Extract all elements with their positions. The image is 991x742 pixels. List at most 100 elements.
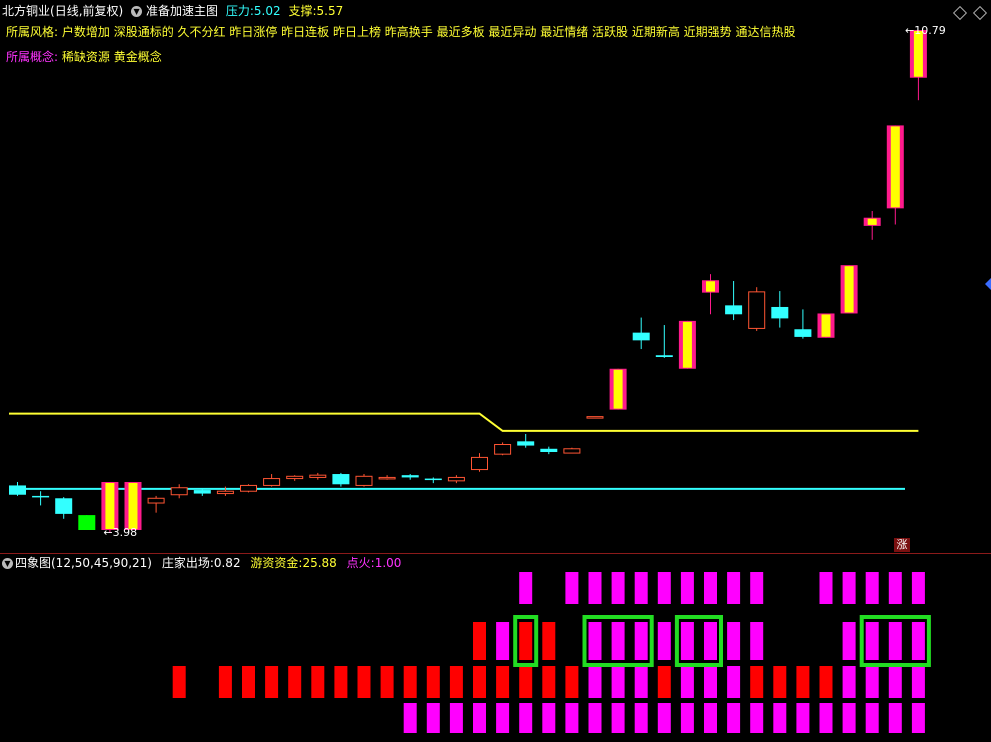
signal-bar <box>842 572 856 604</box>
candle <box>286 475 304 481</box>
signal-bar <box>473 703 486 733</box>
style-label: 所属风格: <box>6 25 59 39</box>
candle <box>678 320 696 369</box>
candle-body <box>471 456 488 471</box>
candle-body-core <box>105 482 115 529</box>
price-chart[interactable]: ←10.79 ←3.98 <box>0 0 991 553</box>
signal-bar <box>634 622 648 660</box>
pane-divider[interactable] <box>0 553 991 554</box>
indicator-name[interactable]: 准备加速主图 <box>146 4 219 18</box>
candle-body-core <box>706 281 715 292</box>
candle <box>748 287 766 331</box>
signal-bar <box>611 622 625 660</box>
support-label: 支撑: <box>288 4 317 18</box>
signal-bar <box>542 666 556 698</box>
signal-bar <box>704 666 717 698</box>
candle <box>517 433 535 448</box>
signal-bar <box>750 572 764 604</box>
signal-bar <box>842 622 856 660</box>
dropdown-icon[interactable]: ▼ <box>131 6 143 17</box>
dropdown-icon[interactable]: ▼ <box>2 558 13 569</box>
candle-body-core <box>913 31 923 77</box>
pressure-value: 5.02 <box>253 4 281 18</box>
signal-bar <box>750 703 764 733</box>
signal-bar <box>888 572 902 604</box>
signal-bar <box>496 703 510 733</box>
candle <box>309 472 327 480</box>
signal-bar <box>865 703 879 733</box>
candle-body <box>517 441 535 446</box>
signal-bar <box>311 666 325 698</box>
candle <box>540 446 558 455</box>
signal-bar <box>588 572 602 604</box>
signal-bar <box>865 666 879 698</box>
scroll-right-arrow-icon[interactable] <box>985 278 991 290</box>
signal-bar <box>911 666 925 698</box>
item1-label: 庄家出场: <box>161 556 214 570</box>
candle <box>725 281 743 321</box>
signal-bar <box>588 622 602 660</box>
signal-bar <box>680 666 694 698</box>
candle <box>909 30 927 101</box>
signal-bar <box>265 666 279 698</box>
candle <box>32 491 50 506</box>
sub-chart-header: ▼ 四象图(12,50,45,90,21) 庄家出场:0.82 游资资金:25.8… <box>2 555 401 571</box>
signal-bar <box>449 666 463 698</box>
candle <box>78 515 96 530</box>
signal-bar <box>473 666 486 698</box>
chart-header: 北方铜业(日线,前复权) ▼ 准备加速主图 压力:5.02 支撑:5.57 <box>2 3 347 19</box>
signal-bar <box>634 666 648 698</box>
high-price-label: ←10.79 <box>905 24 946 37</box>
candle-body <box>216 490 234 495</box>
signal-bar <box>542 703 556 733</box>
candle <box>170 484 188 499</box>
signal-bar <box>611 666 625 698</box>
signal-bar <box>888 666 902 698</box>
rise-badge: 涨 <box>894 538 910 552</box>
signal-bar <box>680 703 694 733</box>
candle-body-core <box>844 266 854 313</box>
stock-name[interactable]: 北方铜业 <box>2 4 51 18</box>
candle <box>702 274 719 315</box>
candle-body <box>55 498 73 514</box>
signal-bar <box>403 666 417 698</box>
signal-bar <box>727 622 741 660</box>
candle-body <box>794 329 812 337</box>
item3-label: 点火: <box>346 556 375 570</box>
item3-value: 1.00 <box>374 556 402 570</box>
signal-bar <box>473 622 486 660</box>
signal-bar <box>842 703 856 733</box>
concept-label: 所属概念: <box>6 50 59 64</box>
signal-frame <box>674 615 724 667</box>
candle <box>655 325 673 358</box>
signal-bar <box>865 622 879 660</box>
candle-body <box>725 305 743 315</box>
candle-body <box>309 474 327 478</box>
candle <box>193 488 211 496</box>
signal-bar <box>519 622 533 660</box>
signal-bar <box>680 572 694 604</box>
signal-bar <box>704 622 717 660</box>
style-tags: 所属风格: 户数增加 深股通标的 久不分红 昨日涨停 昨日连板 昨日上榜 昨高换… <box>6 23 795 40</box>
candle-body <box>78 515 96 530</box>
signal-bar <box>565 666 579 698</box>
signal-bar <box>704 703 717 733</box>
candle <box>55 497 73 519</box>
candle-body-core <box>682 321 692 368</box>
sub-indicator-name[interactable]: 四象图(12,50,45,90,21) <box>15 556 152 570</box>
signal-bar <box>611 572 625 604</box>
candle <box>494 442 512 456</box>
concept-text: 稀缺资源 黄金概念 <box>61 50 162 64</box>
candle <box>401 474 419 480</box>
candle-body <box>655 355 673 358</box>
candle-body <box>378 476 396 480</box>
signal-bar <box>750 622 764 660</box>
candle <box>216 486 234 496</box>
signal-bar <box>634 572 648 604</box>
candle-body <box>355 475 373 486</box>
four-image-chart[interactable] <box>0 556 991 742</box>
candle <box>471 453 488 472</box>
signal-bar <box>449 703 463 733</box>
chart-mode[interactable]: (日线,前复权) <box>50 4 124 18</box>
signal-bar <box>727 572 741 604</box>
